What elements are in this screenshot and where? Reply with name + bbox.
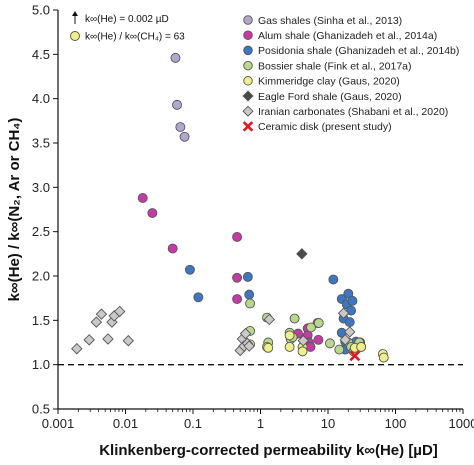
x-tick-label: 100	[385, 416, 407, 431]
data-point-series-6	[83, 334, 95, 346]
data-point-series-3	[334, 344, 345, 355]
legend-marker-6	[242, 105, 254, 117]
legend-marker-4	[243, 76, 253, 86]
legend-label-6: Iranian carbonates (Shabani et al., 2020…	[258, 106, 448, 118]
data-point-series-6	[239, 327, 252, 340]
data-point-series-1	[147, 208, 158, 218]
y-axis-title: k∞(He) / k∞(N₂, Ar or CH₄)	[6, 118, 23, 302]
axes: 0.001 0.01 0.1 1 10 100 1000 0.5 1.0 1.5 2.0 2.5 3.0…	[32, 3, 474, 432]
legend-marker-3	[243, 60, 253, 71]
annotation-text-1: k∞(He) / k∞(CH₄) = 63	[85, 32, 185, 43]
data-point-series-6	[113, 305, 126, 318]
annotation-text-0: k∞(He) = 0.002 µD	[85, 14, 169, 25]
annotation-arrow-head	[72, 11, 78, 16]
x-marker-stroke	[242, 121, 254, 132]
data-point-series-1	[167, 243, 178, 254]
data-point-series-6	[102, 333, 114, 345]
data-point-series-2	[347, 295, 358, 306]
x-tick-label: 1	[257, 416, 264, 431]
data-point-series-1	[232, 232, 243, 242]
x-tick-label: 1000	[449, 416, 474, 431]
data-point-series-7	[349, 350, 361, 362]
y-tick-label: 3.5	[32, 136, 50, 151]
data-point-series-0	[175, 122, 186, 132]
legend-label-4: Kimmeridge clay (Gaus, 2020)	[258, 76, 400, 88]
data-point-series-2	[328, 274, 339, 285]
data-point-series-5	[296, 248, 308, 260]
data-point-series-2	[244, 289, 255, 300]
y-tick-label: 0.5	[32, 402, 50, 417]
data-point-series-3	[245, 298, 255, 309]
data-point-series-2	[344, 317, 355, 328]
annotation-box: k∞(He) = 0.002 µD k∞(He) / k∞(CH₄) = 63	[70, 11, 185, 43]
data-point-series-3	[325, 338, 335, 349]
y-tick-label: 4.0	[32, 91, 50, 106]
x-tick-label: 0.001	[42, 416, 75, 431]
data-point-series-6	[90, 316, 103, 328]
data-point-series-6	[95, 308, 108, 320]
data-point-series-3	[313, 318, 324, 328]
x-axis-title: Klinkenberg-corrected permeability k∞(He…	[99, 442, 438, 459]
data-point-series-4	[263, 342, 274, 353]
y-tick-label: 1.0	[32, 357, 50, 372]
y-tick-label: 2.0	[32, 269, 50, 284]
x-marker-stroke	[349, 350, 361, 362]
data-point-series-1	[232, 272, 243, 283]
legend-label-1: Alum shale (Ghanizadeh et al., 2014a)	[258, 30, 437, 42]
data-point-series-4	[356, 341, 367, 352]
data-point-series-6	[122, 334, 135, 347]
data-point-series-1	[137, 193, 148, 203]
legend-marker-2	[243, 45, 253, 56]
data-point-series-6	[337, 307, 350, 319]
data-point-series-6	[71, 342, 83, 355]
data-point-series-6	[344, 326, 356, 338]
legend-marker-1	[243, 30, 253, 40]
y-tick-label: 3.0	[32, 180, 50, 195]
y-tick-label: 5.0	[32, 3, 50, 18]
data-point-series-6	[297, 334, 309, 347]
legend-marker-7	[242, 121, 254, 132]
data-point-series-4	[378, 352, 389, 363]
data-point-series-2	[242, 271, 253, 282]
legend-label-2: Posidonia shale (Ghanizadeh et al., 2014…	[258, 45, 459, 57]
legend-label-3: Bossier shale (Fink et al., 2017a)	[258, 60, 412, 72]
data-point-series-4	[297, 346, 308, 357]
data-point-series-4	[284, 341, 295, 352]
x-tick-label: 0.1	[184, 416, 202, 431]
data-point-series-0	[172, 99, 182, 110]
y-tick-label: 2.5	[32, 224, 50, 239]
data-point-series-1	[313, 334, 324, 345]
data-point-series-2	[184, 264, 195, 275]
legend-marker-0	[243, 15, 253, 25]
y-tick-label: 4.5	[32, 47, 50, 62]
data-point-series-6	[263, 313, 276, 326]
legend-label-7: Ceramic disk (present study)	[258, 121, 392, 133]
annotation-marker-1	[70, 31, 80, 41]
legend-marker-5	[242, 90, 254, 102]
x-tick-label: 10	[321, 416, 335, 431]
data-point-series-2	[193, 292, 204, 303]
y-tick-label: 1.5	[32, 313, 50, 328]
legend-label-0: Gas shales (Sinha et al., 2013)	[258, 15, 402, 27]
data-point-series-1	[232, 294, 243, 305]
data-point-series-4	[284, 330, 295, 341]
data-point-series-6	[339, 334, 351, 346]
data-point-series-3	[289, 313, 300, 324]
data-point-series-0	[179, 131, 190, 142]
data-point-series-3	[306, 322, 316, 333]
data-points	[71, 52, 389, 363]
data-point-series-0	[170, 52, 181, 63]
data-point-series-6	[243, 340, 255, 352]
legend-label-5: Eagle Ford shale (Gaus, 2020)	[258, 91, 402, 103]
legend: Gas shales (Sinha et al., 2013) Alum shal…	[242, 15, 459, 133]
x-tick-label: 0.01	[113, 416, 138, 431]
